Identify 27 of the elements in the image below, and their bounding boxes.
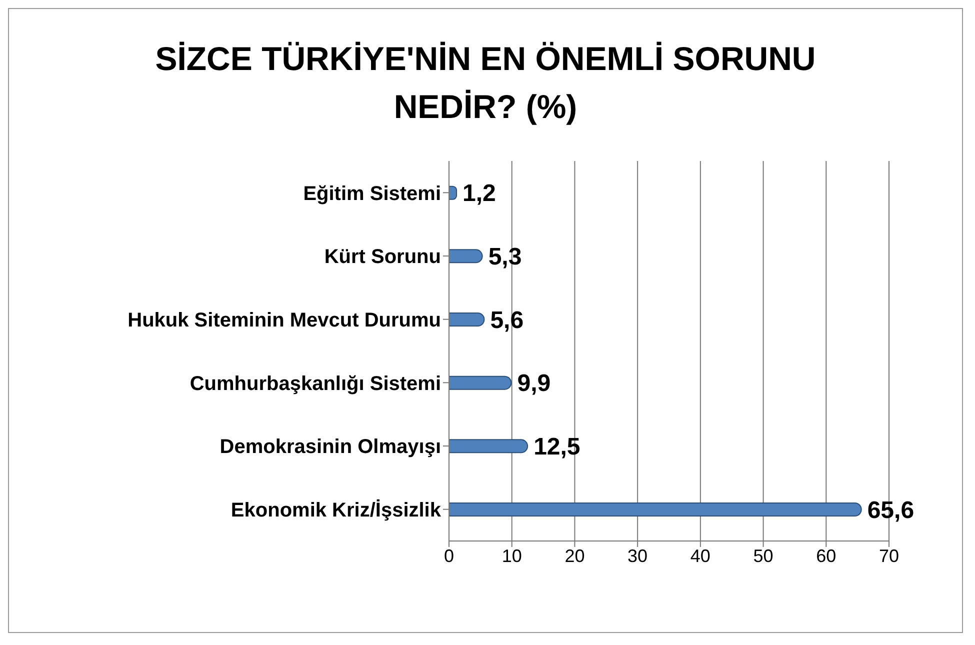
- x-tick-label: 60: [816, 546, 836, 566]
- bar: [449, 312, 485, 326]
- bar: [449, 249, 483, 264]
- y-tick-label: Ekonomik Kriz/İşsizlik: [230, 498, 442, 522]
- data-label: 9,9: [517, 370, 551, 398]
- x-tick-label: 30: [628, 546, 648, 566]
- x-tick-label: 20: [564, 546, 585, 566]
- y-tick-label: Demokrasinin Olmayışı: [220, 436, 441, 458]
- data-label: 5,3: [488, 244, 522, 271]
- chart-title: SİZCE TÜRKİYE'NİN EN ÖNEMLİ SORUNU NEDİR? (%): [154, 39, 817, 127]
- y-tick-label: Hukuk Siteminin Mevcut Durumu: [128, 309, 441, 332]
- x-tick-label: 40: [690, 546, 710, 566]
- data-label: 1,2: [462, 180, 496, 208]
- y-tick-label: Kürt Sorunu: [324, 246, 441, 268]
- x-tick-label: 50: [753, 546, 774, 566]
- x-tick-label: 70: [878, 546, 900, 566]
- data-label: 65,6: [867, 496, 914, 524]
- bar: [449, 376, 512, 390]
- data-label: 12,5: [534, 434, 580, 461]
- y-tick-label: Eğitim Sistemi: [303, 182, 441, 205]
- data-label: 5,6: [490, 306, 524, 334]
- y-tick-label: Cumhurbaşkanlığı Sistemi: [190, 372, 441, 395]
- x-tick-label: 0: [444, 546, 454, 566]
- bar: [449, 502, 862, 516]
- bar: [449, 439, 528, 454]
- x-tick-label: 10: [502, 546, 522, 566]
- bar: [449, 186, 458, 200]
